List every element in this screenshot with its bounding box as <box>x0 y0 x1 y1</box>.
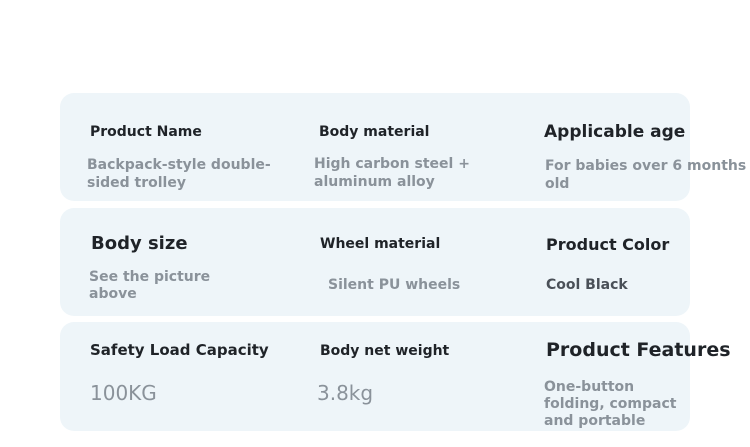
spec-label: Wheel material <box>320 236 441 252</box>
spec-label: Safety Load Capacity <box>90 341 269 359</box>
spec-value: Cool Black <box>546 277 628 293</box>
spec-value: sided trolley <box>87 175 186 191</box>
spec-value: 3.8kg <box>317 381 374 405</box>
spec-value: Silent PU wheels <box>328 277 461 293</box>
spec-value: and portable <box>544 413 646 429</box>
spec-value: 100KG <box>90 381 157 405</box>
spec-value: old <box>545 176 570 192</box>
spec-value: folding, compact <box>544 396 677 412</box>
spec-label: Body size <box>91 233 188 254</box>
spec-card <box>60 93 690 201</box>
spec-label: Product Name <box>90 124 202 140</box>
spec-value: One-button <box>544 379 635 395</box>
spec-card <box>60 208 690 316</box>
spec-value: For babies over 6 months <box>545 158 747 174</box>
spec-label: Applicable age <box>544 122 686 142</box>
spec-label: Product Color <box>546 235 670 254</box>
spec-value: above <box>89 286 137 302</box>
spec-value: aluminum alloy <box>314 174 435 190</box>
spec-value: High carbon steel + <box>314 156 470 172</box>
spec-value: Backpack-style double- <box>87 157 271 173</box>
spec-value: See the picture <box>89 269 211 285</box>
spec-label: Product Features <box>546 339 731 361</box>
spec-card <box>60 322 690 431</box>
spec-label: Body net weight <box>320 343 450 359</box>
spec-label: Body material <box>319 124 430 140</box>
